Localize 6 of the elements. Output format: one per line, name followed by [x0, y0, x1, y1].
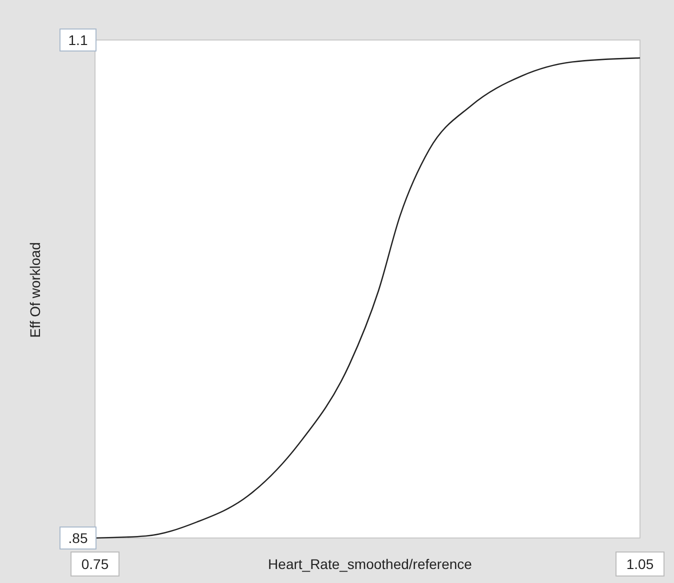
- y-tick-label: .85: [68, 530, 88, 546]
- x-axis-title: Heart_Rate_smoothed/reference: [268, 556, 472, 572]
- x-tick-label: 0.75: [81, 556, 109, 572]
- x-tick-label: 1.05: [626, 556, 654, 572]
- y-axis-title: Eff Of workload: [27, 242, 43, 338]
- y-tick-label: 1.1: [68, 32, 88, 48]
